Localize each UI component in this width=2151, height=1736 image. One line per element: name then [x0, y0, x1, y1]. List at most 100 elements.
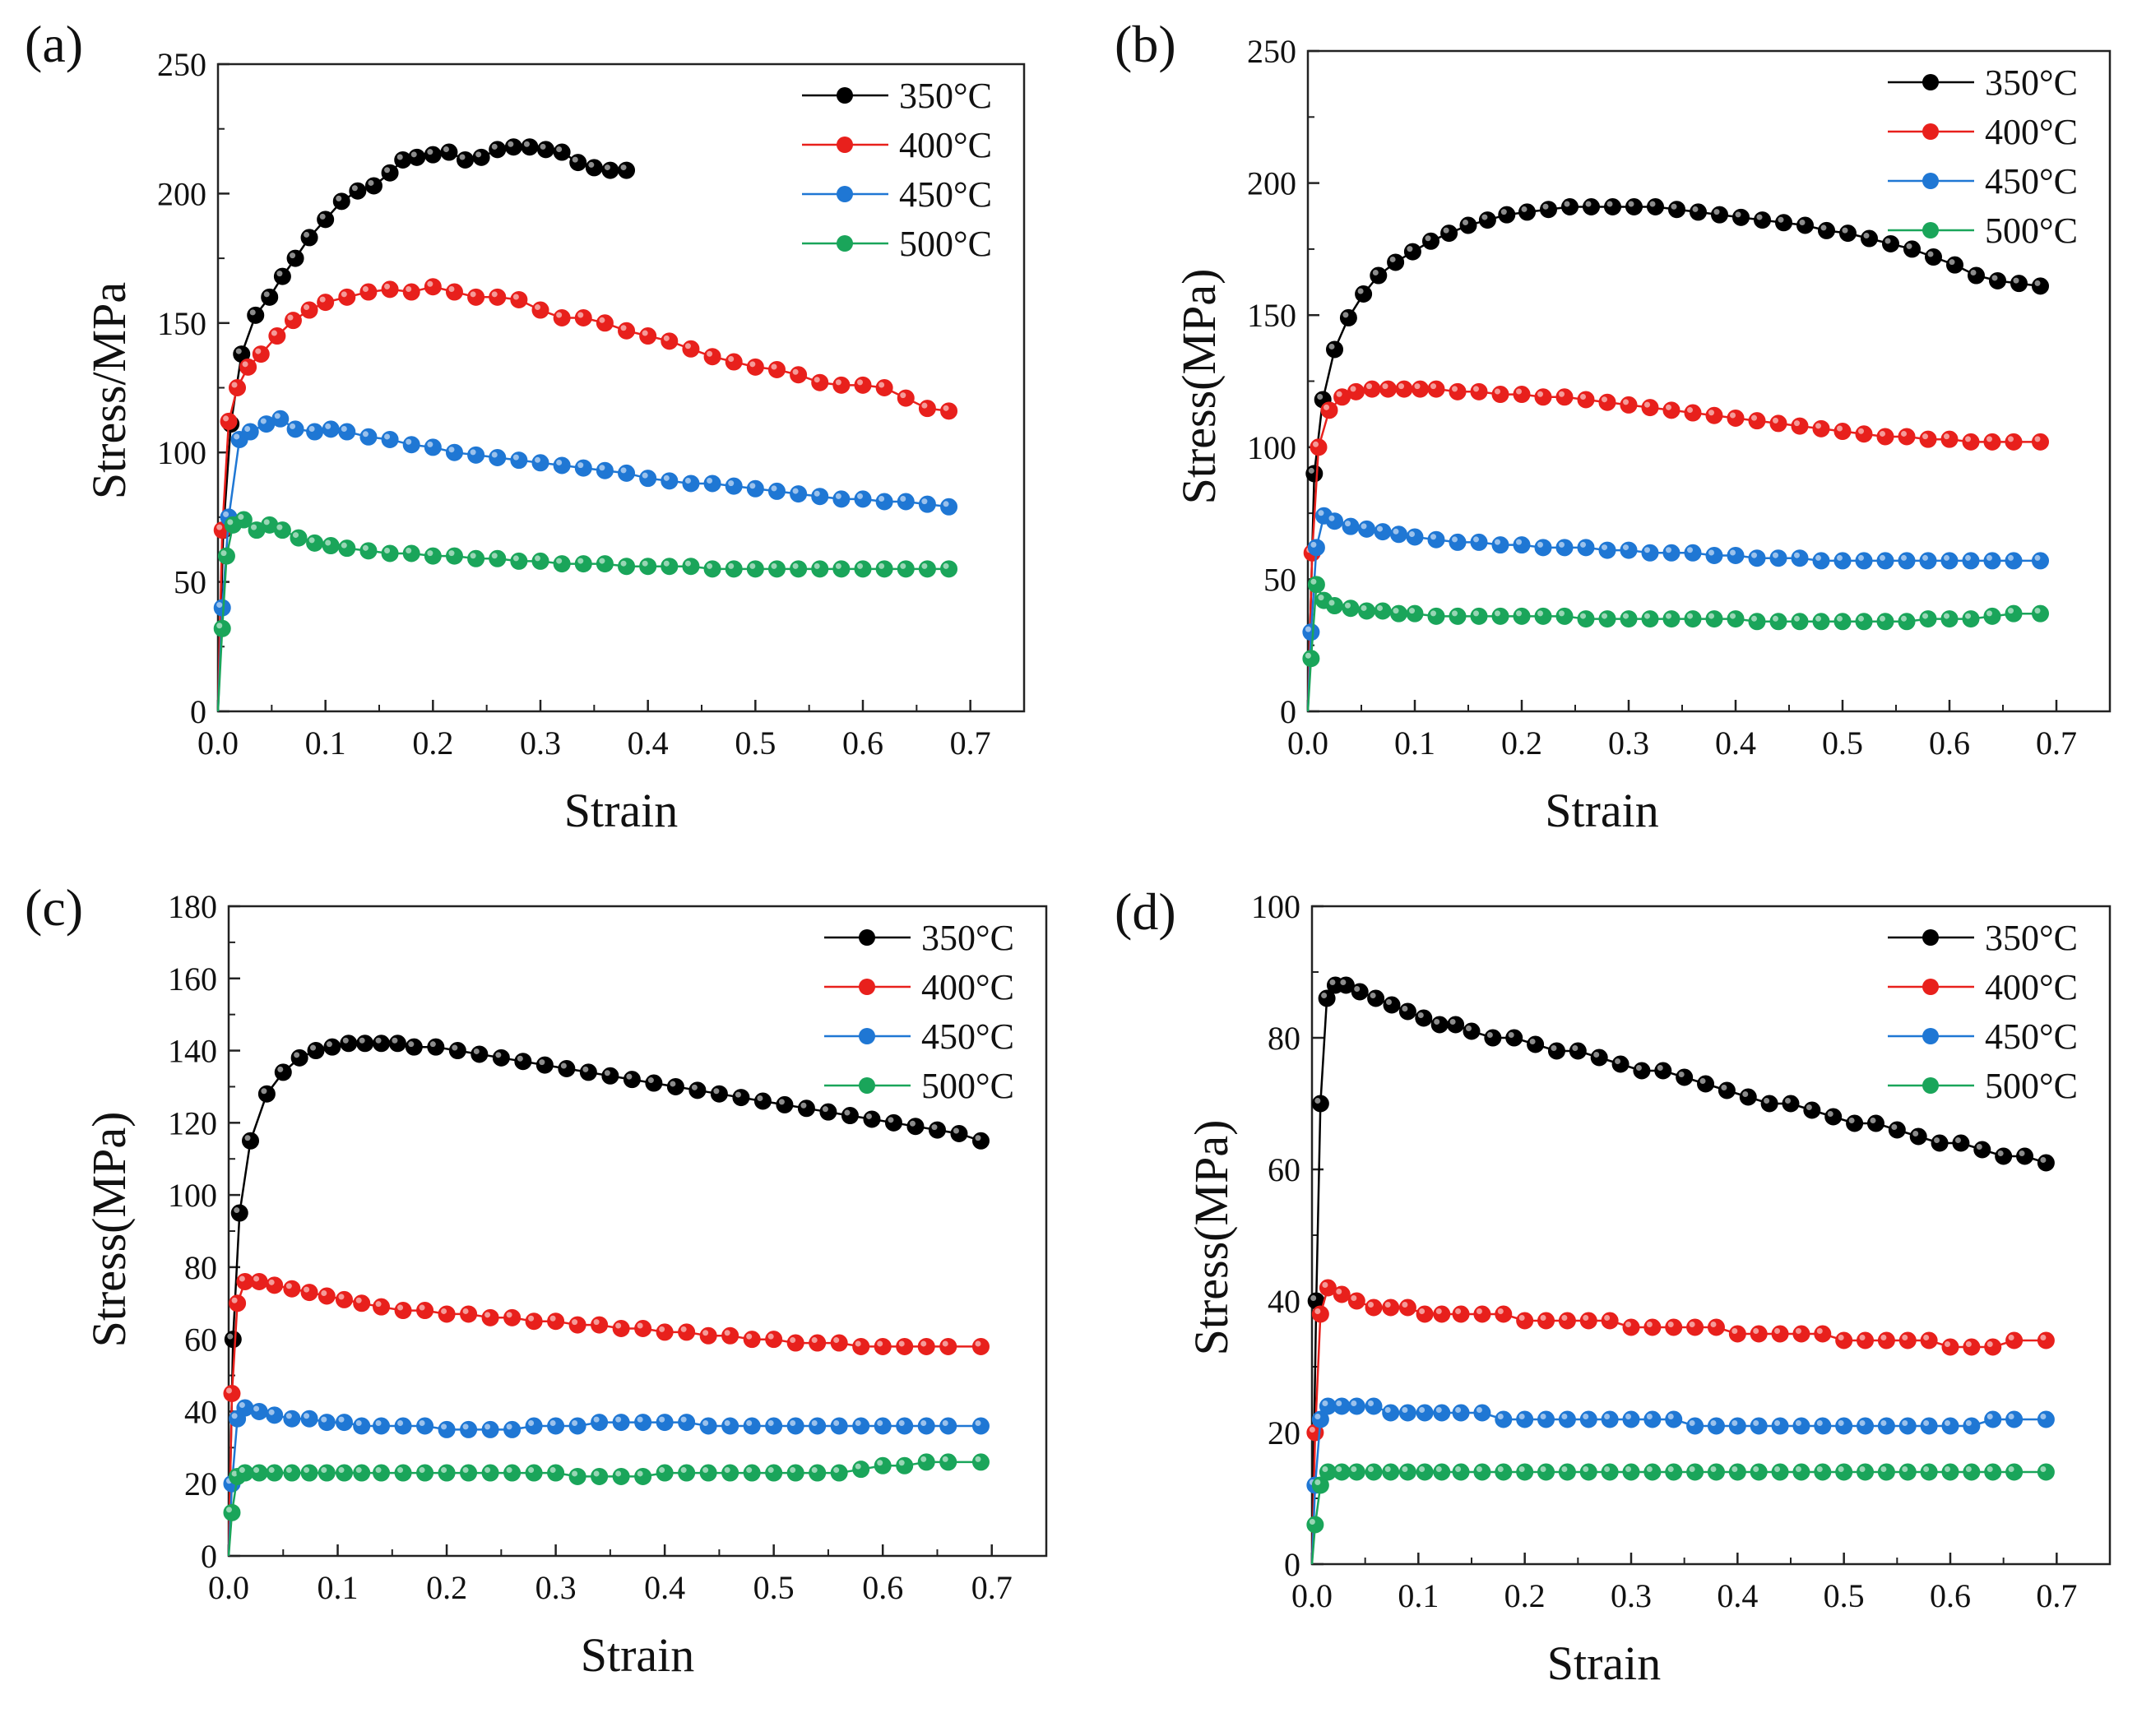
data-point: [250, 1464, 268, 1482]
data-point-highlight: [844, 1109, 851, 1116]
y-tick-label: 50: [174, 564, 206, 601]
data-point: [460, 1305, 478, 1323]
data-point: [338, 288, 356, 306]
data-point: [1452, 1305, 1470, 1323]
data-point: [220, 412, 238, 430]
data-point: [1569, 1042, 1587, 1060]
data-point: [623, 1071, 641, 1089]
data-point-highlight: [1880, 430, 1885, 437]
data-point-highlight: [1906, 243, 1912, 249]
y-tick-label: 180: [168, 888, 217, 925]
data-point: [765, 1464, 783, 1482]
data-point: [897, 493, 915, 511]
data-point-highlight: [1529, 1039, 1536, 1044]
data-point: [1604, 198, 1621, 216]
data-point: [1422, 232, 1439, 250]
data-point: [1962, 610, 1980, 628]
data-point-highlight: [1751, 414, 1757, 421]
data-point: [408, 148, 426, 166]
data-point-highlight: [1377, 604, 1383, 611]
data-point-highlight: [1901, 430, 1907, 437]
data-point-highlight: [238, 514, 244, 521]
data-point-highlight: [857, 562, 863, 569]
data-point: [445, 283, 463, 301]
data-point-highlight: [220, 550, 227, 557]
data-point-highlight: [684, 560, 691, 567]
data-point-highlight: [1970, 270, 1977, 276]
data-point: [1516, 1312, 1534, 1330]
data-point: [950, 1125, 968, 1142]
data-point: [1382, 1463, 1400, 1481]
data-point: [940, 402, 958, 420]
legend-label: 350°C: [921, 918, 1014, 958]
series-3: [223, 1399, 990, 1557]
panel-label: (c): [25, 878, 83, 937]
chart-panel-4: (d) 0.0 0.1 0.2 0.3 0.4 0.5 0.6 0.7 0 20 40 60 80 100 S…: [1115, 882, 2112, 1690]
data-point-highlight: [728, 356, 735, 363]
data-point-highlight: [1386, 999, 1392, 1005]
data-point-highlight: [637, 1322, 643, 1329]
data-point: [1728, 1325, 1746, 1343]
data-point-highlight: [1377, 525, 1383, 532]
data-point: [1983, 607, 2001, 625]
data-point-highlight: [1901, 615, 1907, 622]
data-point: [917, 1417, 935, 1435]
data-point-highlight: [1476, 1407, 1482, 1413]
data-point: [338, 539, 356, 558]
legend-marker: [837, 235, 853, 252]
data-point-highlight: [921, 562, 928, 569]
data-point-highlight: [790, 1337, 796, 1344]
data-point-highlight: [1495, 539, 1500, 545]
data-point: [283, 1464, 301, 1482]
data-point: [300, 229, 318, 247]
data-point-highlight: [310, 1044, 317, 1051]
data-point-highlight: [1583, 1414, 1589, 1419]
data-point-highlight: [1322, 1282, 1328, 1288]
data-point: [1903, 240, 1921, 258]
data-point-highlight: [1435, 1466, 1442, 1472]
data-point-highlight: [285, 1413, 292, 1419]
legend-marker: [837, 87, 853, 104]
x-axis-title: Strain: [1547, 1636, 1662, 1690]
data-point: [1447, 1016, 1465, 1034]
data-point-highlight: [1902, 1335, 1908, 1340]
data-point: [1963, 1417, 1981, 1435]
data-point-highlight: [637, 1470, 643, 1477]
data-point: [1835, 1463, 1853, 1481]
data-point: [809, 1334, 827, 1352]
data-point-highlight: [626, 1073, 633, 1080]
data-point-highlight: [397, 1420, 404, 1426]
legend-entry: 400°C: [802, 125, 992, 165]
x-tick-label: 0.1: [1394, 724, 1435, 762]
data-point-highlight: [1859, 1420, 1866, 1426]
data-point: [1374, 523, 1392, 541]
data-point: [1406, 528, 1424, 546]
y-tick-label: 20: [1268, 1414, 1300, 1451]
data-point-highlight: [2008, 1335, 2014, 1340]
data-point: [1440, 225, 1458, 243]
data-point-highlight: [1666, 547, 1671, 553]
data-point-highlight: [577, 558, 584, 564]
data-point-highlight: [2034, 608, 2041, 614]
data-point-highlight: [1774, 1328, 1781, 1334]
data-point: [1739, 1088, 1757, 1106]
legend-label: 500°C: [921, 1066, 1014, 1106]
data-point-highlight: [1815, 423, 1821, 429]
data-point-highlight: [920, 1456, 927, 1462]
data-point: [547, 1312, 565, 1331]
data-point-highlight: [462, 1308, 469, 1314]
data-point-highlight: [1604, 1414, 1611, 1419]
data-point-highlight: [355, 1297, 362, 1303]
y-axis-title: Stress/MPa: [82, 282, 136, 499]
data-point: [1577, 391, 1595, 409]
data-point: [359, 542, 378, 560]
data-point-highlight: [599, 558, 605, 564]
data-point-highlight: [2040, 1157, 2047, 1163]
data-point: [531, 301, 549, 319]
data-point-highlight: [1678, 1072, 1685, 1077]
legend-marker: [1922, 123, 1939, 140]
data-point-highlight: [1623, 613, 1629, 619]
data-point-highlight: [615, 1470, 622, 1477]
data-point: [682, 340, 700, 358]
data-point-highlight: [1815, 615, 1821, 622]
